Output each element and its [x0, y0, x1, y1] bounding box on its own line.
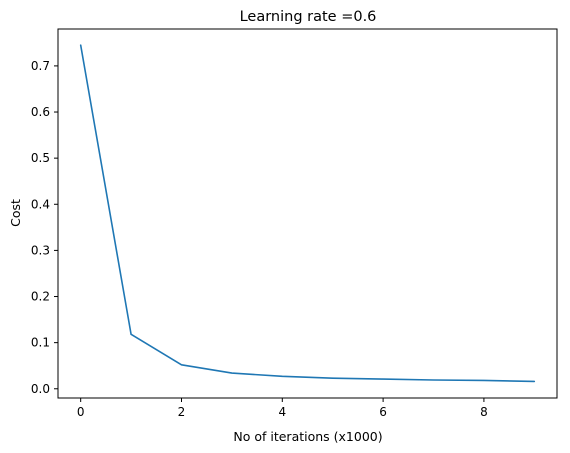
y-axis: 0.0 0.1 0.2 0.3 0.4 0.5 0.6 0.7 [31, 59, 58, 396]
y-tick-label: 0.7 [31, 59, 50, 73]
y-tick-label: 0.2 [31, 290, 50, 304]
x-tick-label: 4 [278, 405, 286, 419]
x-tick-label: 8 [480, 405, 488, 419]
x-tick-label: 2 [178, 405, 186, 419]
y-tick-label: 0.0 [31, 382, 50, 396]
plot-area [57, 28, 558, 399]
y-tick-label: 0.4 [31, 197, 50, 211]
x-axis-label: No of iterations (x1000) [233, 429, 382, 444]
y-tick-label: 0.3 [31, 243, 50, 257]
series-line-0 [79, 44, 536, 383]
y-axis-label: Cost [8, 199, 23, 227]
x-tick-label: 0 [77, 405, 85, 419]
chart-title: Learning rate =0.6 [240, 9, 377, 25]
plot-frame [57, 28, 558, 399]
x-tick-label: 6 [379, 405, 387, 419]
y-tick-label: 0.1 [31, 336, 50, 350]
y-tick-label: 0.6 [31, 105, 50, 119]
x-axis: 0 2 4 6 8 [77, 398, 488, 419]
y-tick-label: 0.5 [31, 151, 50, 165]
